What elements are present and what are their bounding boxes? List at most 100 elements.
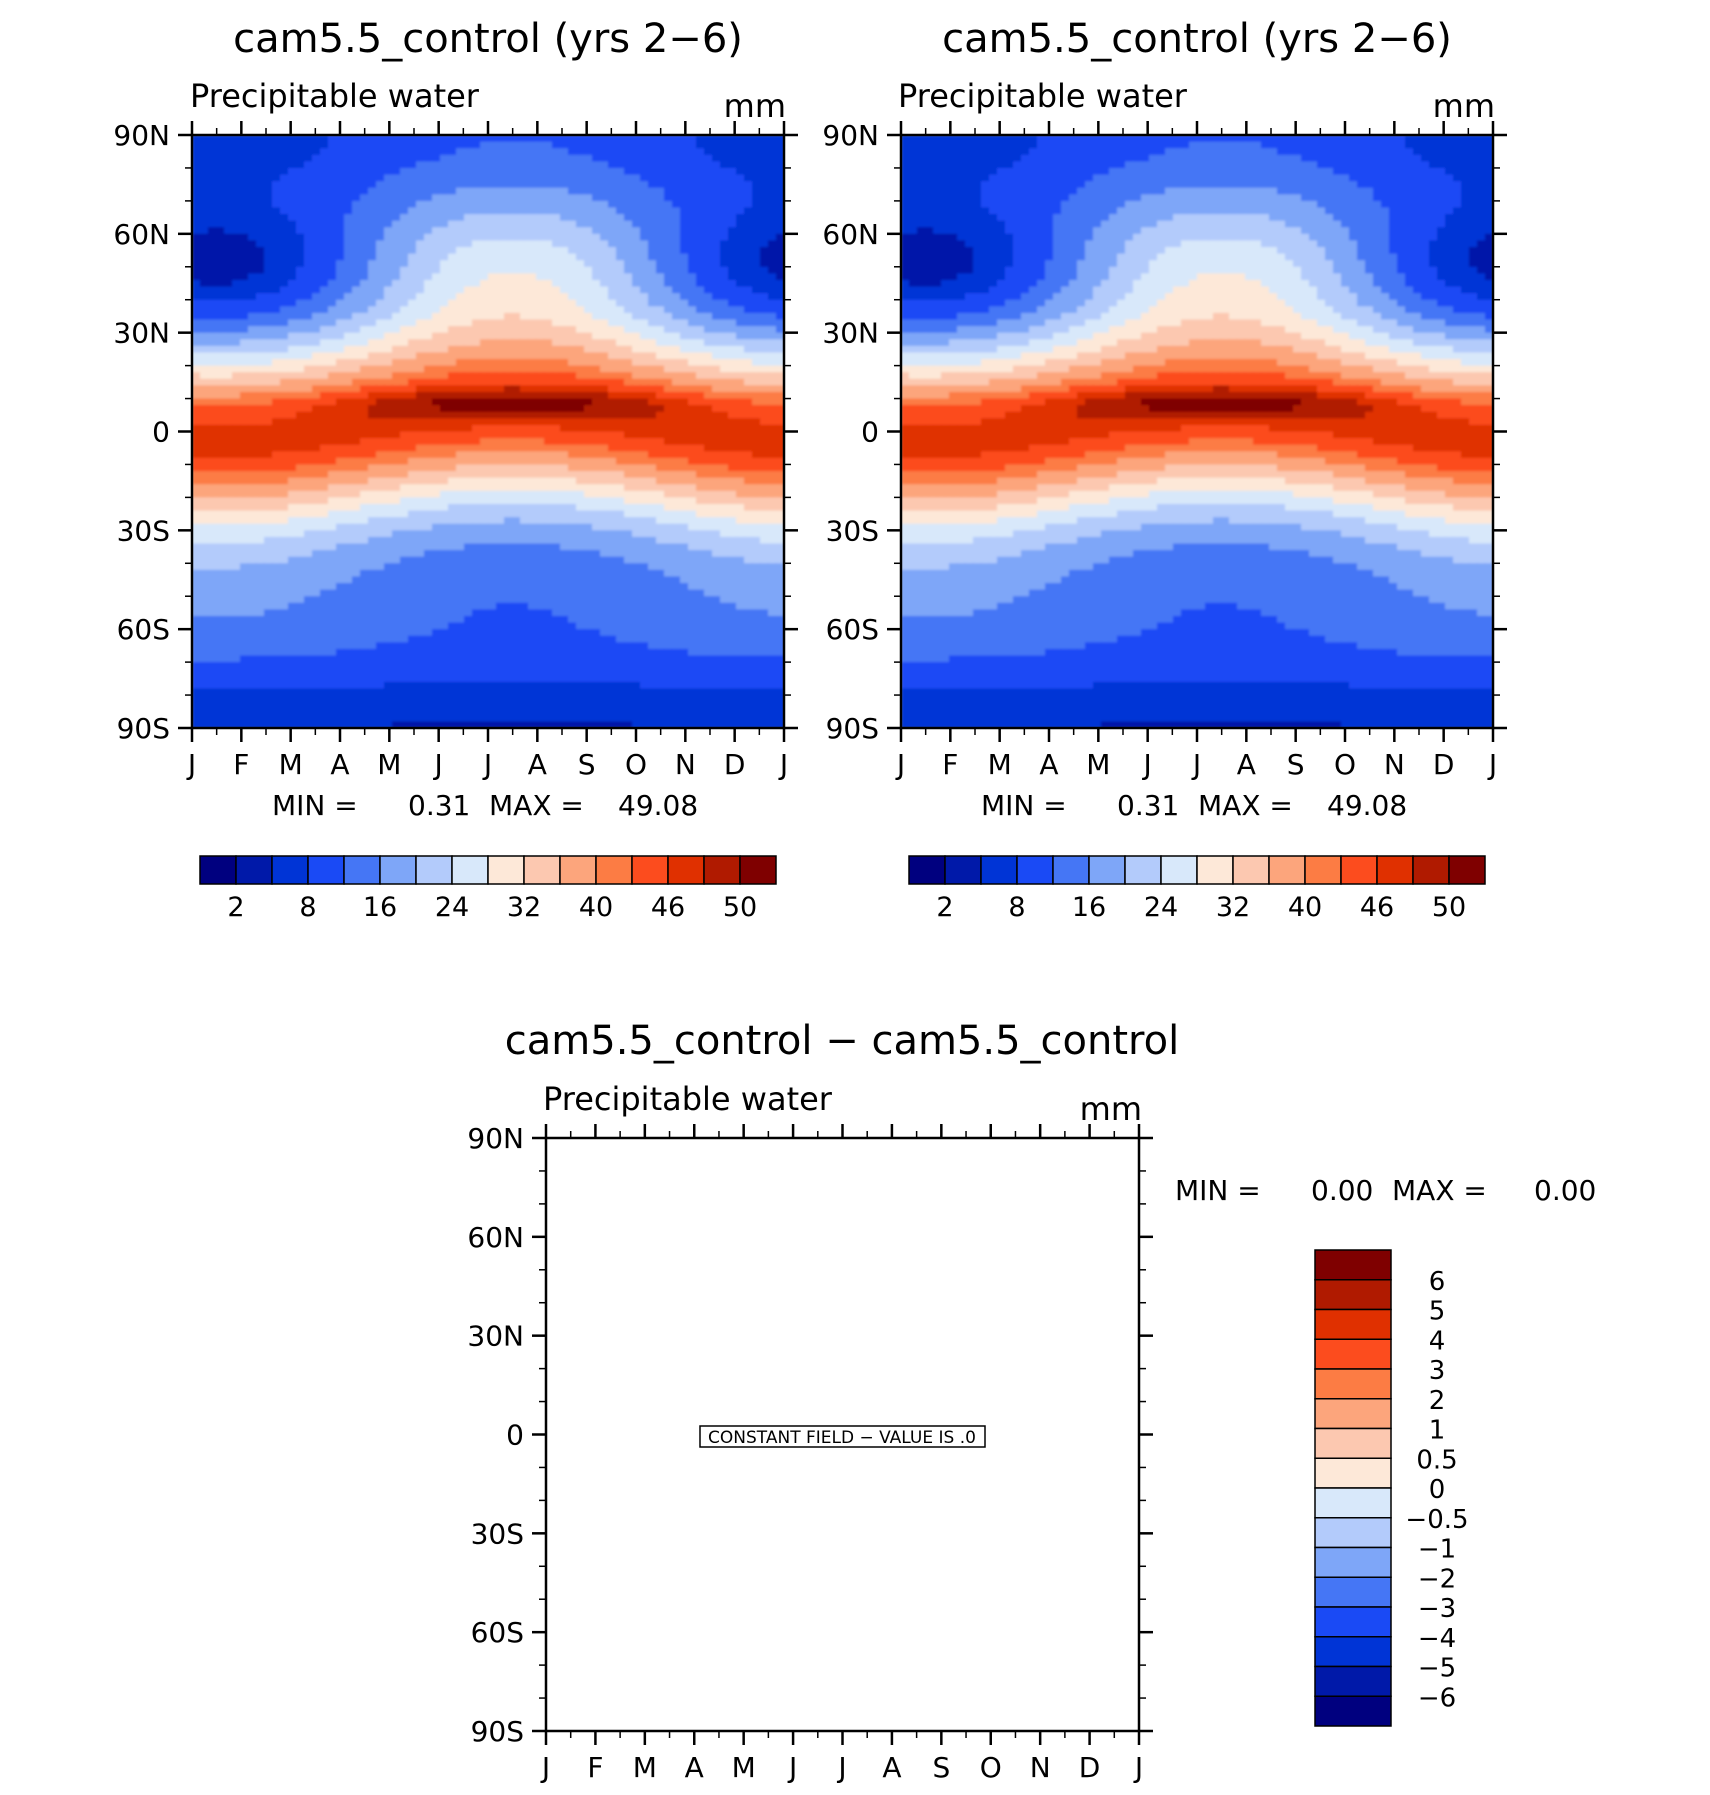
- field-cell: [472, 530, 481, 538]
- field-cell: [576, 253, 585, 261]
- field-cell: [280, 253, 289, 261]
- field-cell: [752, 141, 761, 149]
- field-cell: [320, 497, 329, 505]
- field-cell: [712, 273, 721, 281]
- field-cell: [664, 550, 673, 558]
- field-cell: [448, 187, 457, 195]
- field-cell: [392, 253, 401, 261]
- field-cell: [728, 490, 737, 498]
- field-cell: [408, 200, 417, 209]
- field-cell: [656, 286, 665, 294]
- field-cell: [504, 174, 513, 182]
- field-cell: [408, 576, 417, 584]
- field-cell: [328, 385, 337, 393]
- field-cell: [744, 451, 753, 459]
- field-cell: [488, 536, 497, 545]
- field-cell: [608, 187, 617, 195]
- field-cell: [616, 556, 625, 564]
- field-cell: [192, 569, 201, 578]
- field-cell: [344, 154, 353, 162]
- field-cell: [248, 385, 257, 393]
- field-cell: [648, 214, 657, 222]
- field-cell: [600, 405, 609, 413]
- field-cell: [616, 457, 625, 466]
- field-cell: [200, 306, 209, 314]
- field-cell: [392, 273, 401, 281]
- field-cell: [504, 543, 513, 551]
- field-cell: [504, 161, 513, 169]
- field-cell: [272, 200, 281, 209]
- field-cell: [512, 451, 521, 459]
- field-cell: [656, 523, 665, 531]
- field-cell: [200, 253, 209, 261]
- field-cell: [448, 477, 457, 485]
- field-cell: [432, 550, 441, 558]
- field-cell: [560, 312, 569, 321]
- field-cell: [280, 207, 289, 215]
- field-cell: [648, 530, 657, 538]
- field-cell: [360, 563, 369, 571]
- field-cell: [624, 405, 633, 413]
- field-cell: [248, 438, 257, 446]
- field-cell: [544, 339, 553, 347]
- field-cell: [224, 181, 233, 189]
- field-cell: [336, 194, 345, 202]
- field-cell: [240, 135, 249, 143]
- field-cell: [280, 214, 289, 222]
- field-cell: [664, 214, 673, 222]
- field-cell: [424, 233, 433, 242]
- field-cell: [408, 391, 417, 400]
- field-cell: [256, 266, 265, 274]
- field-cell: [544, 543, 553, 551]
- field-cell: [400, 273, 409, 281]
- field-cell: [280, 411, 289, 419]
- field-cell: [592, 471, 601, 479]
- field-cell: [200, 576, 209, 584]
- field-cell: [448, 550, 457, 558]
- field-cell: [264, 490, 273, 498]
- field-cell: [624, 451, 633, 459]
- field-cell: [776, 365, 784, 373]
- field-cell: [544, 385, 553, 393]
- field-cell: [712, 438, 721, 446]
- field-cell: [304, 510, 313, 518]
- field-cell: [752, 411, 761, 419]
- field-cell: [760, 345, 769, 354]
- field-cell: [728, 385, 737, 393]
- field-cell: [672, 438, 681, 446]
- field-cell: [376, 233, 385, 242]
- field-cell: [672, 227, 681, 235]
- field-cell: [240, 207, 249, 215]
- field-cell: [544, 536, 553, 545]
- field-cell: [584, 319, 593, 327]
- field-cell: [336, 556, 345, 564]
- field-cell: [480, 352, 489, 360]
- field-cell: [664, 484, 673, 492]
- field-cell: [720, 293, 729, 301]
- field-cell: [624, 563, 633, 571]
- field-cell: [352, 543, 361, 551]
- field-cell: [568, 378, 577, 386]
- field-cell: [608, 431, 617, 439]
- field-cell: [376, 148, 385, 156]
- field-cell: [592, 411, 601, 419]
- field-cell: [632, 497, 641, 505]
- field-cell: [360, 517, 369, 525]
- field-cell: [704, 141, 713, 149]
- field-cell: [704, 306, 713, 314]
- field-cell: [512, 167, 521, 176]
- field-cell: [312, 167, 321, 176]
- field-cell: [240, 312, 249, 321]
- field-cell: [296, 187, 305, 195]
- field-cell: [264, 253, 273, 261]
- field-cell: [464, 161, 473, 169]
- field-cell: [552, 167, 561, 176]
- field-cell: [232, 438, 241, 446]
- field-cell: [376, 563, 385, 571]
- field-cell: [672, 207, 681, 215]
- panel-a-units: mm: [724, 87, 786, 125]
- field-cell: [456, 181, 465, 189]
- field-cell: [248, 418, 257, 426]
- field-cell: [512, 326, 521, 334]
- field-cell: [224, 418, 233, 426]
